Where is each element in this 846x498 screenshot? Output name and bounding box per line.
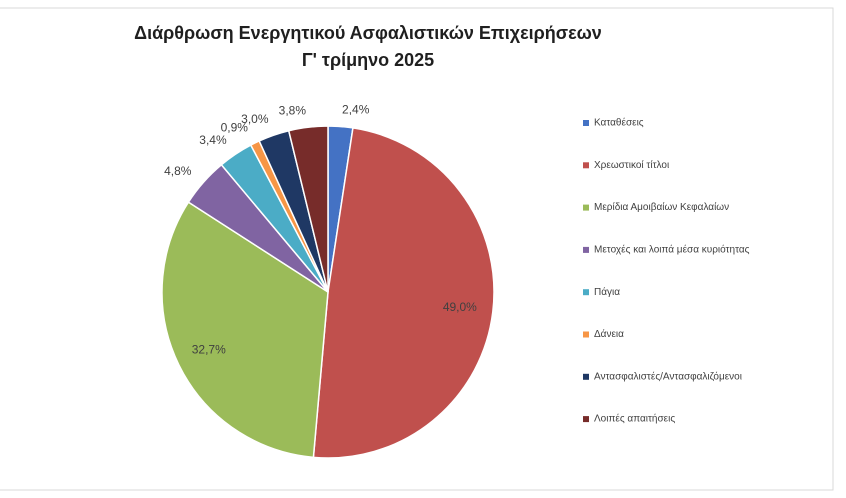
legend-label: Χρεωστικοί τίτλοι <box>594 159 669 171</box>
legend-swatch <box>583 162 589 169</box>
chart-border <box>0 7 834 491</box>
legend-label: Λοιπές απαιτήσεις <box>594 413 675 425</box>
data-label: 2,4% <box>342 103 370 117</box>
legend-label: Καταθέσεις <box>594 117 644 129</box>
data-label: 4,8% <box>164 164 192 178</box>
legend-swatch <box>583 120 589 126</box>
legend-swatch <box>583 331 589 338</box>
legend-swatch <box>583 416 589 423</box>
data-label: 3,0% <box>241 112 269 126</box>
legend-label: Δάνεια <box>594 328 624 340</box>
legend-swatch <box>583 289 589 296</box>
data-label: 49,0% <box>443 300 477 314</box>
legend-label: Αντασφαλιστές/Αντασφαλιζόμενοι <box>594 370 742 382</box>
chart-subtitle: Γ' τρίμηνο 2025 <box>302 50 434 70</box>
legend-swatch <box>583 204 589 211</box>
data-label: 3,4% <box>199 133 227 147</box>
data-label: 0,9% <box>221 121 249 135</box>
legend-label: Μετοχές και λοιπά μέσα κυριότητας <box>594 244 750 256</box>
data-label: 3,8% <box>279 103 307 117</box>
legend-label: Μερίδια Αμοιβαίων Κεφαλαίων <box>594 201 729 213</box>
legend-swatch <box>583 246 589 253</box>
pie-slice <box>312 127 495 459</box>
chart-title: Διάρθρωση Ενεργητικού Ασφαλιστικών Επιχε… <box>134 23 602 43</box>
legend-label: Πάγια <box>594 286 620 298</box>
legend-swatch <box>583 373 589 380</box>
data-label: 32,7% <box>192 343 226 357</box>
pie-slice <box>287 125 329 293</box>
